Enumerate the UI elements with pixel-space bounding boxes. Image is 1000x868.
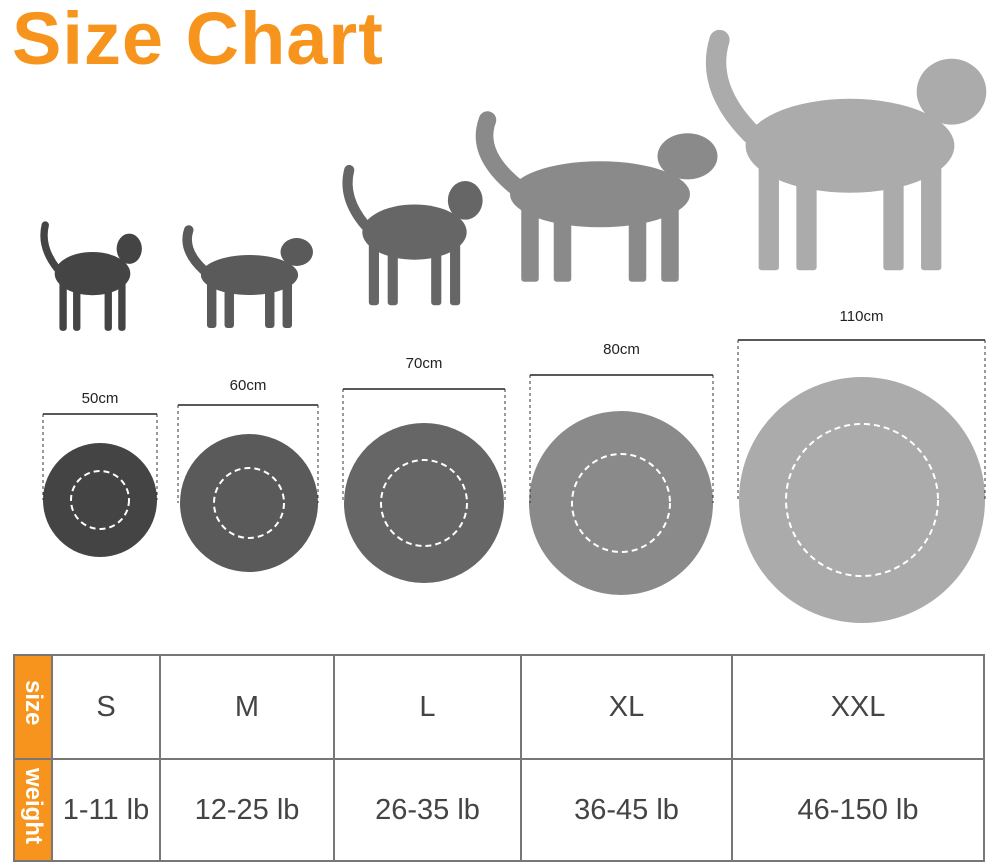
diameter-label: 110cm	[840, 308, 884, 325]
size-cell: XXL	[731, 654, 985, 760]
bed-inner-dashed-circle	[380, 459, 468, 547]
bed-circle	[180, 434, 318, 572]
bed-inner-dashed-circle	[70, 470, 130, 530]
size-l-group: 70cm	[342, 164, 506, 583]
pug-silhouette	[342, 164, 483, 306]
size-cell: S	[51, 654, 161, 760]
bed-inner-dashed-circle	[213, 467, 285, 539]
weight-cell: 1-11 lb	[51, 758, 161, 862]
bed-circle	[529, 411, 713, 595]
weight-cell: 46-150 lb	[731, 758, 985, 862]
small-dog-silhouette	[182, 225, 313, 328]
diameter-label: 50cm	[82, 390, 119, 407]
size-cell: XL	[520, 654, 733, 760]
bed-circle	[344, 423, 504, 583]
bed-inner-dashed-circle	[571, 453, 671, 553]
bed-circle	[43, 443, 157, 557]
weight-header-label: weight	[20, 768, 47, 844]
size-header-label: size	[20, 680, 47, 726]
bed-circle	[739, 377, 985, 623]
size-illustration: 50cm 60cm 70cm 80cm 110cm	[40, 29, 987, 623]
diameter-label: 80cm	[603, 341, 640, 358]
diameter-label: 60cm	[230, 377, 267, 394]
weight-cell: 12-25 lb	[159, 758, 335, 862]
page-title: Size Chart	[12, 0, 384, 80]
diameter-label: 70cm	[406, 355, 443, 372]
size-xl-group: 80cm	[475, 111, 718, 595]
weight-cell: 26-35 lb	[333, 758, 522, 862]
retriever-silhouette	[475, 111, 718, 282]
weight-header: weight	[13, 758, 53, 862]
size-cell: L	[333, 654, 522, 760]
size-s-group: 50cm	[40, 221, 158, 557]
size-table: size S M L XL XXL weight 1-11 lb 12-25 l…	[13, 654, 985, 862]
weight-cell: 36-45 lb	[520, 758, 733, 862]
size-header: size	[13, 654, 53, 760]
size-cell: M	[159, 654, 335, 760]
bed-inner-dashed-circle	[785, 423, 939, 577]
size-m-group: 60cm	[177, 225, 319, 572]
husky-silhouette	[705, 29, 987, 271]
cat-silhouette	[40, 221, 142, 331]
size-xxl-group: 110cm	[705, 29, 987, 623]
